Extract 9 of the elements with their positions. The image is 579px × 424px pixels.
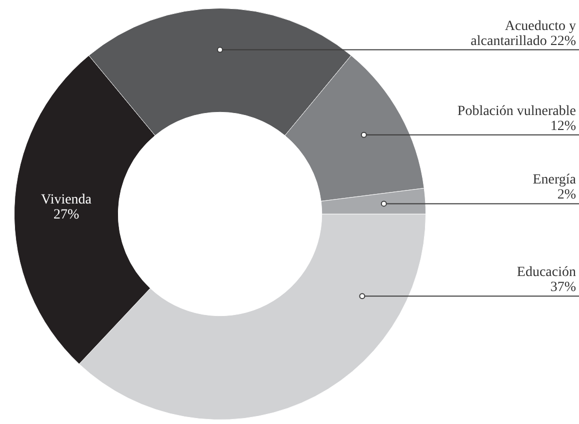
slice-label: Acueducto y alcantarillado 22%: [470, 18, 576, 49]
data-label: 12%: [550, 118, 576, 134]
slice-label: Energía: [532, 172, 577, 188]
data-label: 27%: [53, 207, 80, 222]
slice-label: Educación: [516, 265, 576, 280]
slice-label: Población vulnerable: [457, 104, 576, 119]
data-label: 37%: [550, 280, 576, 296]
slice-label: Vivienda: [41, 192, 92, 208]
data-label: 2%: [557, 188, 576, 203]
